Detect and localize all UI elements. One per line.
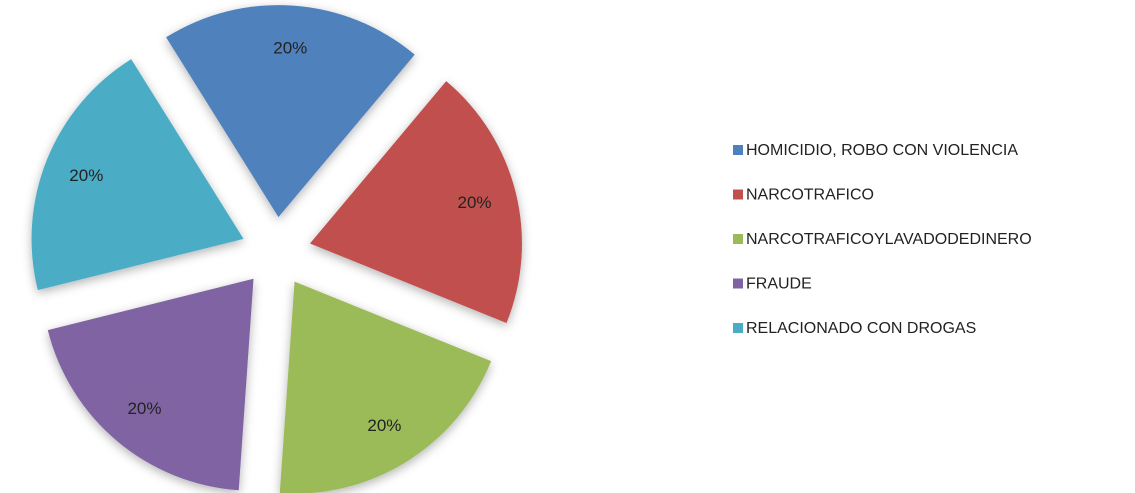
pie-slice [31, 59, 244, 291]
data-label: 20% [367, 416, 401, 435]
pie-slice [279, 281, 492, 493]
data-label-box [359, 410, 410, 441]
legend-swatch [733, 323, 743, 333]
pie-slice [309, 81, 522, 323]
legend-swatch [733, 278, 743, 289]
legend-label: NARCOTRAFICOYLAVADODEDINERO [746, 231, 1032, 248]
legend-swatch [733, 145, 743, 155]
data-label-box [265, 32, 316, 63]
pie-slice [166, 5, 415, 218]
legend: HOMICIDIO, ROBO CON VIOLENCIA NARCOTRAFIC… [733, 142, 1032, 337]
legend-swatch [733, 234, 743, 244]
legend-label: FRAUDE [746, 276, 812, 293]
data-label: 20% [273, 38, 307, 57]
data-label-box [61, 160, 112, 191]
legend-label: RELACIONADO CON DROGAS [746, 320, 976, 337]
legend-label: HOMICIDIO, ROBO CON VIOLENCIA [746, 142, 1018, 159]
data-label-box [119, 393, 170, 424]
data-label-box [449, 187, 500, 218]
pie: 20% 20% 20% 20% 20% [31, 5, 522, 493]
pie-slice [47, 278, 254, 491]
legend-swatch [733, 189, 743, 200]
data-label: 20% [127, 399, 161, 418]
legend-label: NARCOTRAFICO [746, 187, 874, 204]
data-label: 20% [458, 193, 492, 212]
data-label: 20% [69, 166, 103, 185]
